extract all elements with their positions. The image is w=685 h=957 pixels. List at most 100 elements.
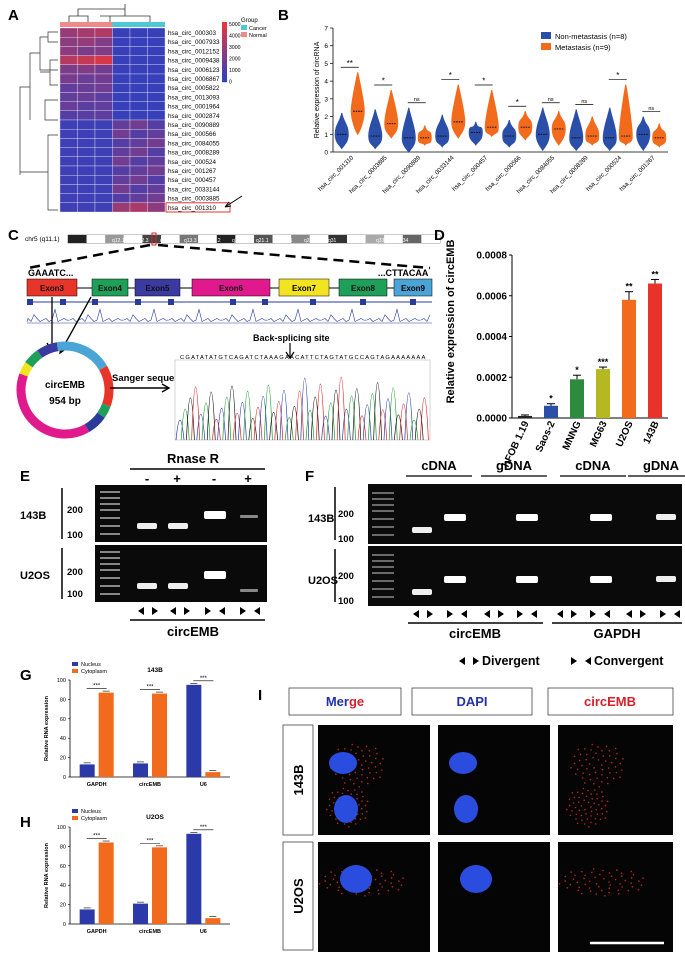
- fish-signal: [326, 886, 329, 889]
- heatmap-cell: [147, 46, 166, 56]
- circrna-name: circEMB: [45, 380, 85, 391]
- fish-signal: [332, 878, 335, 880]
- fish-signal: [590, 806, 592, 808]
- fish-signal: [402, 877, 404, 879]
- convergent-icon: [517, 610, 537, 618]
- fish-signal: [360, 780, 363, 783]
- circrna-arc: [56, 341, 108, 371]
- fish-signal: [590, 810, 593, 813]
- heatmap-cell: [59, 92, 78, 102]
- sig-label: *: [549, 394, 553, 404]
- fish-signal: [381, 886, 383, 888]
- fish-signal: [612, 777, 615, 780]
- y-tick-label: 4: [324, 79, 328, 86]
- x-tick-label: U6: [200, 782, 207, 788]
- ladder-band: [100, 525, 120, 527]
- chromatogram-peak: [362, 404, 372, 441]
- heatmap-cell: [129, 55, 148, 65]
- track-block: [60, 299, 66, 305]
- fish-signal: [600, 764, 603, 766]
- heatmap-row-label: hsa_circ_0006123: [168, 67, 220, 74]
- heatmap-row-label: hsa_circ_000303: [168, 30, 216, 37]
- panel-label-e: E: [20, 468, 30, 485]
- fish-signal: [637, 888, 640, 891]
- y-tick-label: 3: [324, 96, 328, 103]
- heatmap-cell: [147, 129, 166, 139]
- fish-signal: [564, 875, 567, 878]
- fish-signal: [356, 793, 358, 795]
- marker-label: 100: [67, 589, 83, 600]
- heatmap-cell: [112, 119, 131, 130]
- fish-signal: [600, 807, 603, 810]
- heatmap-cell: [77, 193, 96, 203]
- chromatogram-peak: [201, 402, 211, 441]
- heatmap-cell: [94, 129, 113, 139]
- heatmap-row-label: hsa_circ_0090889: [168, 122, 220, 129]
- fish-signal: [338, 886, 340, 888]
- heatmap-cell: [94, 110, 113, 121]
- fish-signal: [576, 822, 579, 825]
- cell-label: 143B: [20, 510, 46, 522]
- column-header: gDNA: [496, 458, 533, 473]
- fish-signal: [391, 885, 394, 888]
- fish-signal: [620, 875, 623, 877]
- exon-label: Exon3: [40, 284, 65, 293]
- legend-label-0: Nucleus: [81, 662, 101, 668]
- fish-signal: [336, 822, 339, 825]
- fish-signal: [379, 776, 381, 778]
- heatmap-cell: [59, 110, 78, 121]
- sig-label: ***: [93, 834, 101, 840]
- heatmap-cell: [147, 193, 166, 203]
- sig-label: **: [625, 282, 633, 292]
- nucleus: [334, 795, 358, 823]
- divergent-icon: [459, 657, 479, 665]
- heatmap-cell: [94, 64, 113, 75]
- bar: [98, 692, 114, 777]
- chromatogram-peak: [186, 397, 195, 441]
- heatmap-cell: [77, 138, 96, 148]
- circrna-size: 954 bp: [49, 396, 81, 407]
- fish-signal: [617, 893, 620, 895]
- heatmap-cell: [77, 55, 96, 65]
- fish-signal: [594, 817, 597, 820]
- fish-signal: [574, 773, 577, 775]
- scale-cell: [222, 49, 227, 53]
- legend-title: Group: [241, 18, 258, 24]
- fish-signal: [602, 795, 604, 798]
- nucleus: [460, 865, 492, 893]
- y-tick-label: 40: [60, 883, 66, 889]
- y-tick-label: 5: [324, 61, 328, 68]
- divergent-icon: [484, 610, 504, 618]
- legend-swatch-cancer: [241, 25, 247, 30]
- heatmap-cell: [129, 129, 148, 139]
- fish-signal: [368, 750, 371, 752]
- exon-label: Exon6: [219, 284, 244, 293]
- fish-signal: [397, 880, 400, 882]
- heatmap-cell: [94, 119, 113, 130]
- legend-convergent: Convergent: [594, 654, 664, 668]
- ladder-band: [372, 554, 394, 556]
- violin-shape: [350, 72, 365, 136]
- fish-signal: [630, 877, 633, 879]
- heatmap-row-label: hsa_circ_0033144: [168, 186, 220, 193]
- fish-signal: [604, 804, 607, 807]
- gel-band: [204, 571, 226, 579]
- fish-signal: [325, 808, 328, 811]
- fish-signal: [586, 818, 589, 820]
- fish-signal: [591, 743, 594, 746]
- highlight-box: [165, 202, 231, 213]
- row-label: U2OS: [291, 878, 306, 914]
- fish-signal: [579, 753, 582, 756]
- fish-signal: [368, 887, 371, 890]
- fish-signal: [585, 795, 588, 798]
- heatmap-row-label: hsa_circ_0013093: [168, 94, 220, 101]
- fish-signal: [614, 757, 617, 760]
- fish-signal: [570, 871, 572, 873]
- fish-signal: [596, 813, 599, 815]
- chromosome-band: [198, 235, 217, 243]
- fish-signal: [601, 750, 603, 752]
- fish-signal: [604, 760, 607, 762]
- legend-label-1: Cytoplasm: [81, 669, 107, 675]
- chromatogram-peak: [399, 403, 408, 441]
- fish-signal: [337, 748, 340, 751]
